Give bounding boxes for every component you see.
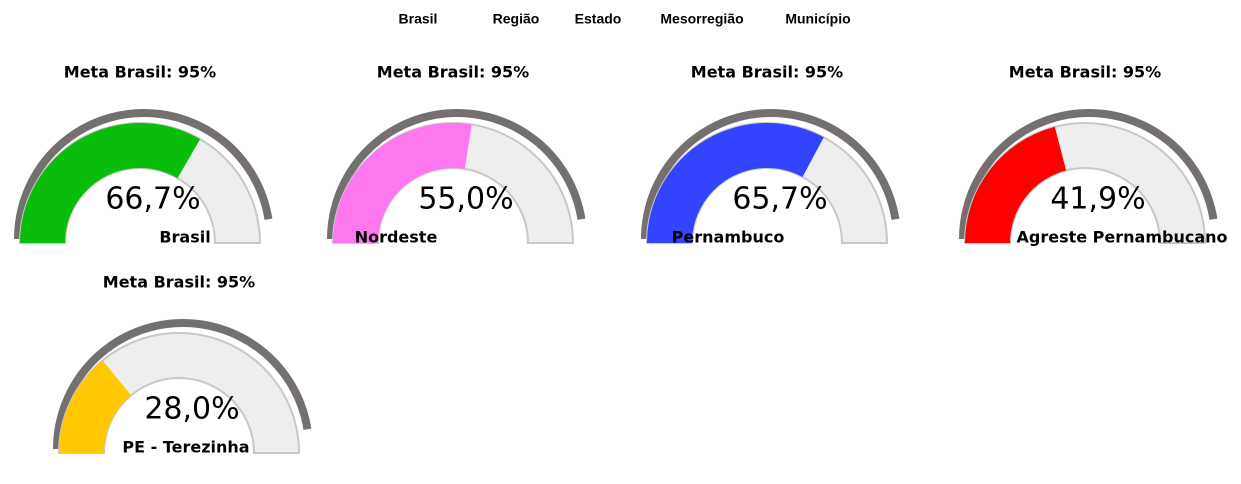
gauge-name: Agreste Pernambucano xyxy=(1016,228,1227,247)
gauge-value xyxy=(965,126,1067,243)
gauge-track xyxy=(57,331,301,454)
gauge-name: Brasil xyxy=(159,228,210,247)
gauge-title: Meta Brasil: 95% xyxy=(1009,63,1161,82)
gauge-name: Nordeste xyxy=(355,228,438,247)
gauge-title: Meta Brasil: 95% xyxy=(377,63,529,82)
gauge-value-label: 66,7% xyxy=(105,182,200,217)
gauge-value-label: 41,9% xyxy=(1050,182,1145,217)
gauge-title: Meta Brasil: 95% xyxy=(103,273,255,292)
gauge-value-label: 28,0% xyxy=(144,392,239,427)
gauge-value xyxy=(647,122,824,243)
gauge-name: PE - Terezinha xyxy=(122,438,249,457)
gauge-value-label: 65,7% xyxy=(732,182,827,217)
gauge-value-label: 55,0% xyxy=(418,182,513,217)
gauge-name: Pernambuco xyxy=(672,228,785,247)
nav-link[interactable]: Município xyxy=(785,11,850,27)
gauge-title: Meta Brasil: 95% xyxy=(64,63,216,82)
gauge-value xyxy=(59,360,132,453)
nav-link[interactable]: Estado xyxy=(575,11,622,27)
gauge-value xyxy=(333,123,472,243)
nav-link[interactable]: Região xyxy=(493,11,540,27)
nav-link[interactable]: Brasil xyxy=(399,11,438,27)
gauge-title: Meta Brasil: 95% xyxy=(691,63,843,82)
gauge-value xyxy=(19,122,201,243)
nav-link[interactable]: Mesorregião xyxy=(660,11,743,27)
